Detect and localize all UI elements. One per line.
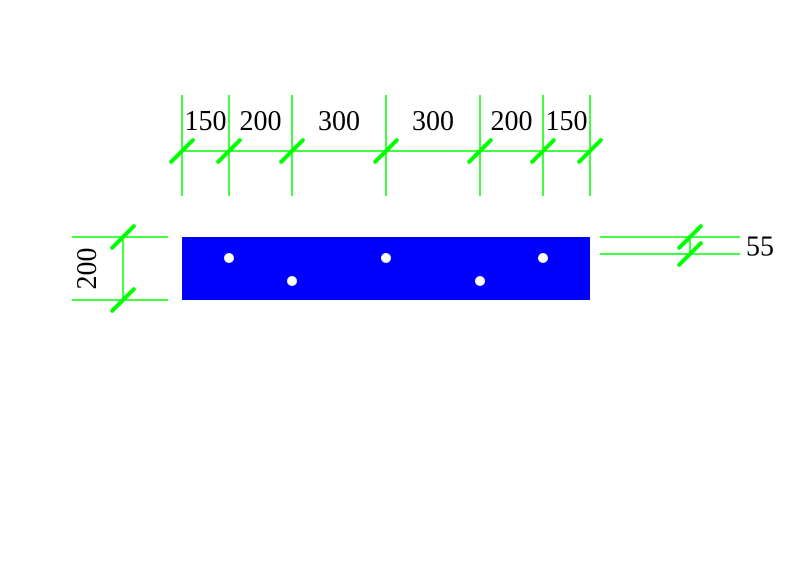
top-dim-label-4: 200 [491, 106, 533, 137]
top-dim-label-1: 200 [240, 106, 282, 137]
top-dim-label-0: 150 [185, 106, 227, 137]
hole-0 [224, 253, 234, 263]
hole-4 [538, 253, 548, 263]
top-dim-label-5: 150 [546, 106, 588, 137]
hole-3 [475, 276, 485, 286]
top-dim-label-3: 300 [412, 106, 454, 137]
hole-2 [381, 253, 391, 263]
top-dim-label-2: 300 [318, 106, 360, 137]
hole-1 [287, 276, 297, 286]
left-dim-label-0: 200 [72, 248, 103, 290]
beam-section [182, 237, 590, 300]
right-dim-label-0: 55 [746, 232, 774, 263]
